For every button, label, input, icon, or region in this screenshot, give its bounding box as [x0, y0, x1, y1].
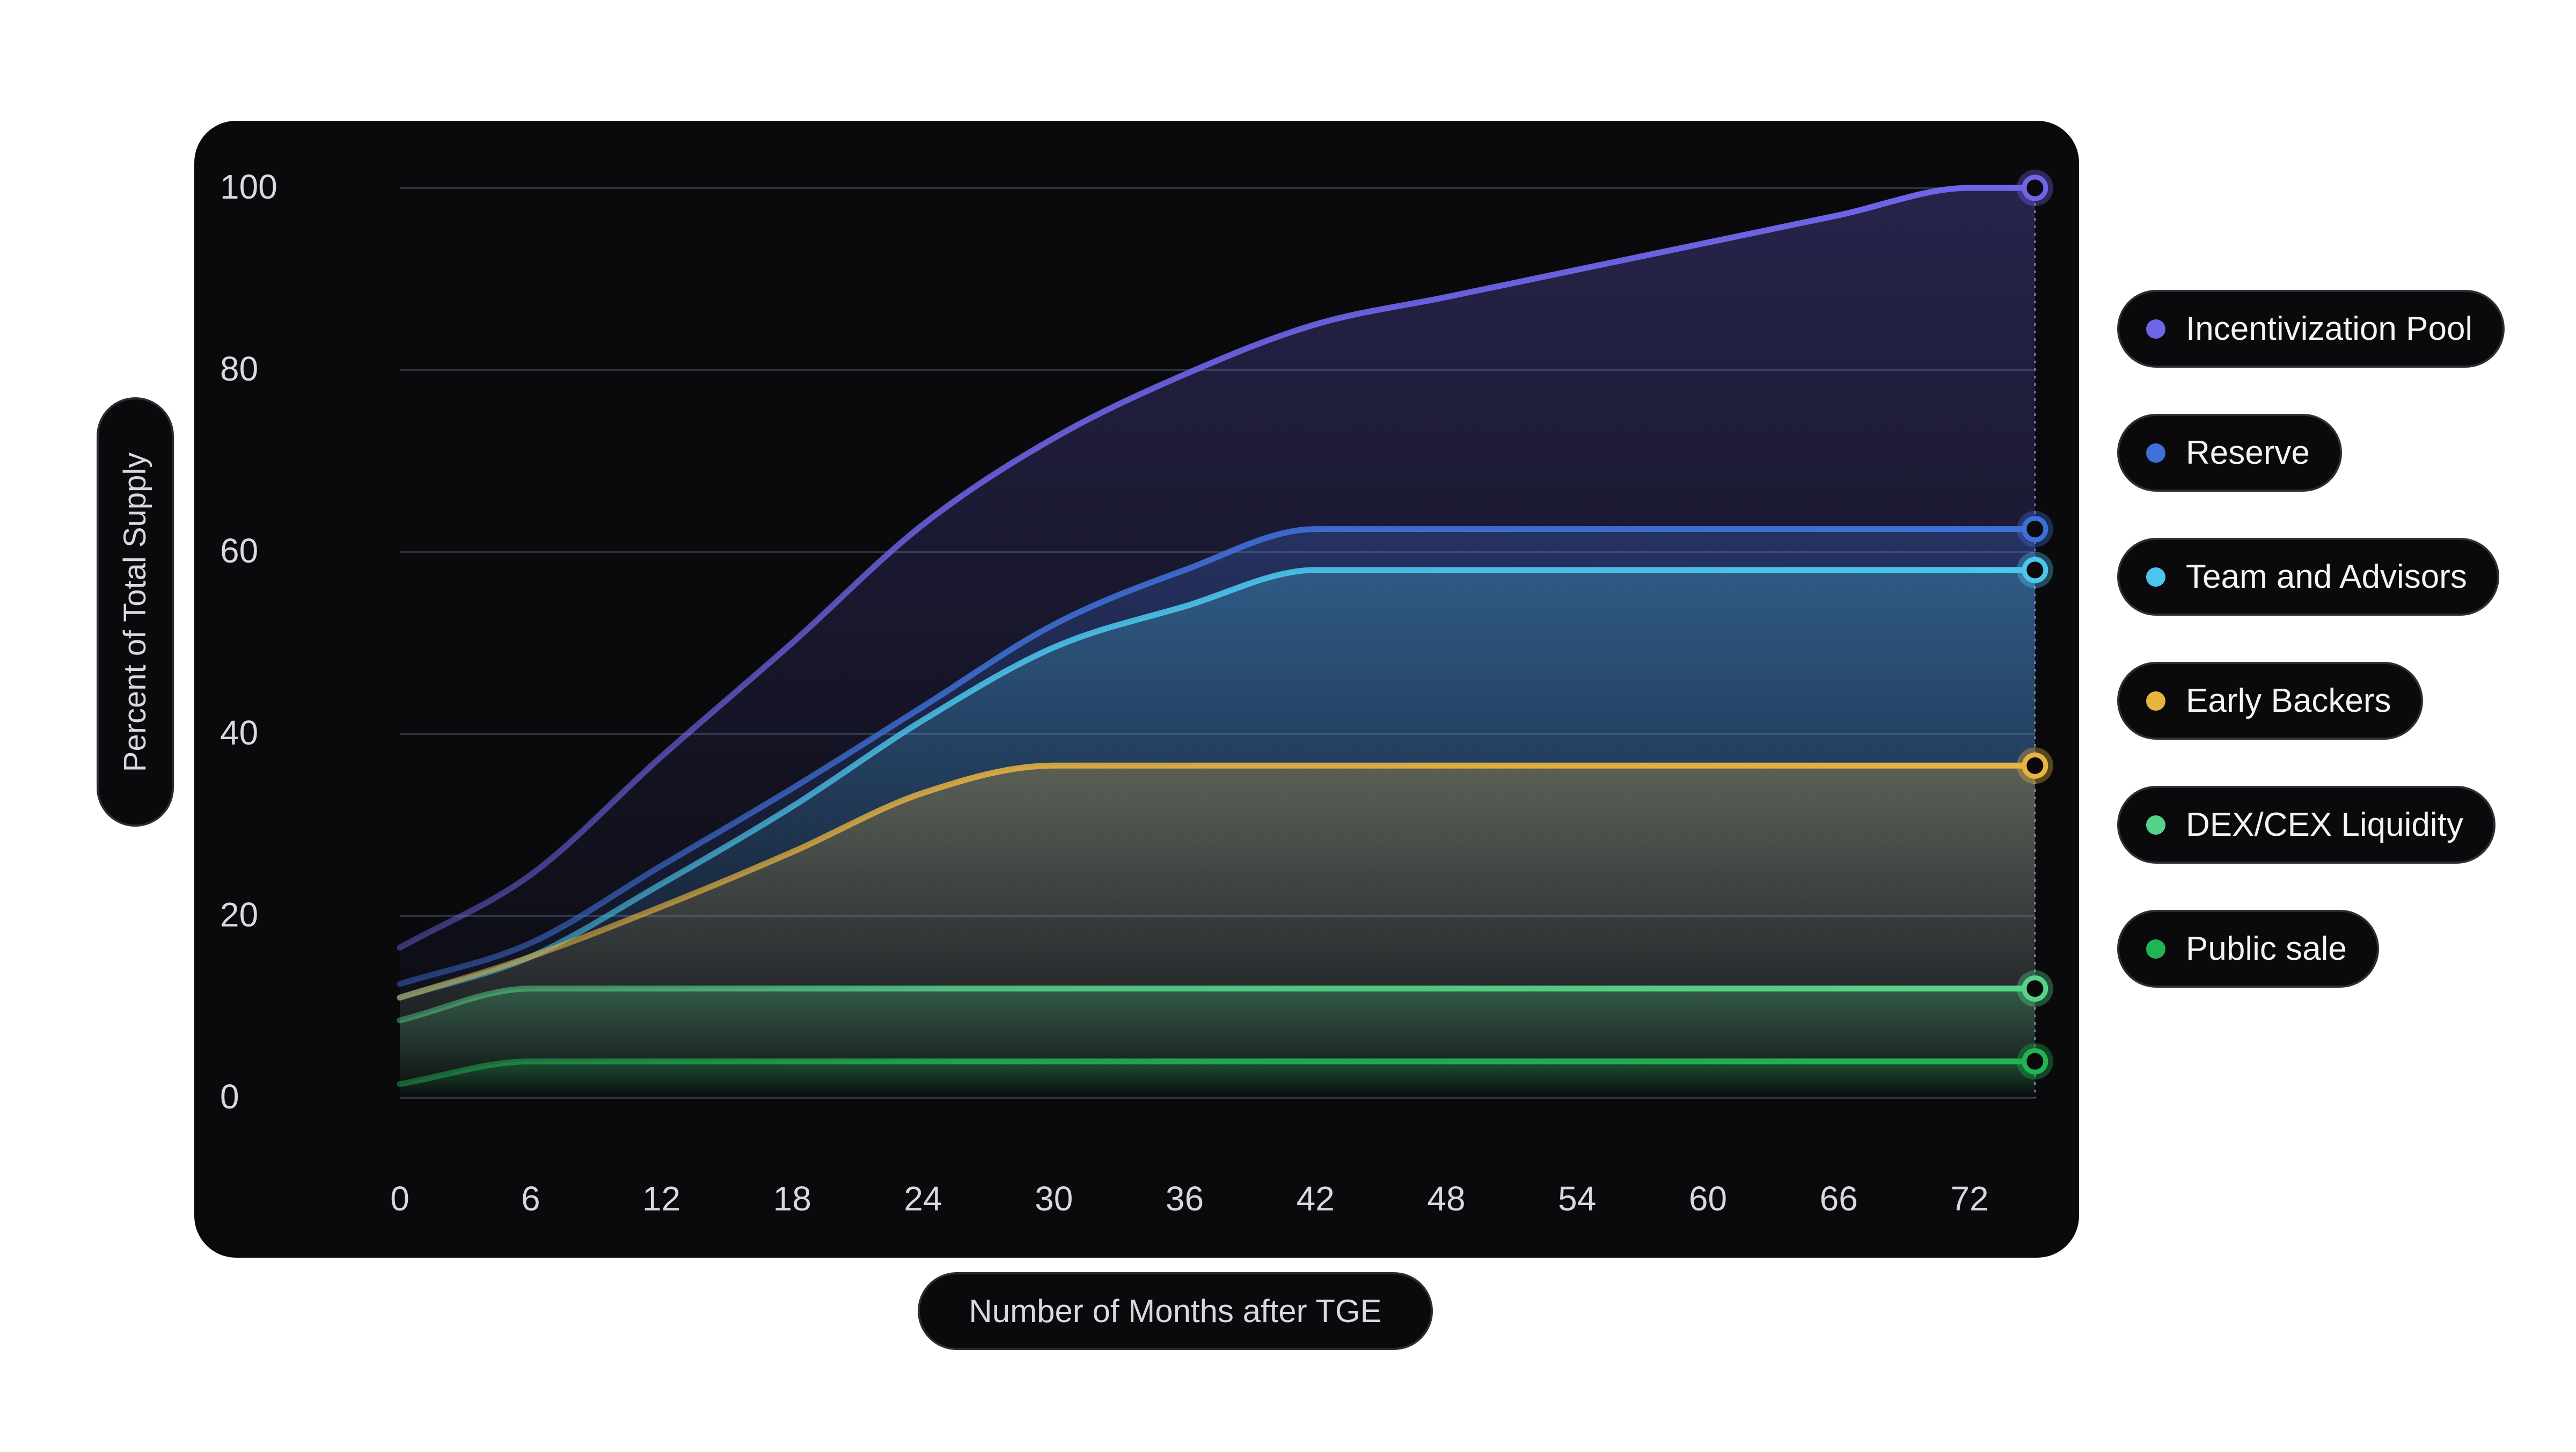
legend-label: Incentivization Pool	[2186, 310, 2473, 347]
series-lines	[397, 185, 2038, 1088]
line-early-backers	[397, 762, 2038, 1001]
area-fills	[400, 188, 2035, 1098]
x-tick-label: 60	[1689, 1179, 1727, 1218]
y-tick-label: 20	[220, 895, 258, 934]
line-reserve	[397, 526, 2038, 987]
legend-swatch	[2146, 939, 2165, 959]
legend-item-dex-cex-liquidity[interactable]: DEX/CEX Liquidity	[2117, 786, 2496, 864]
legend-item-reserve[interactable]: Reserve	[2117, 414, 2342, 492]
end-marker	[2022, 752, 2048, 779]
legend-swatch	[2146, 815, 2165, 835]
legend-label: Team and Advisors	[2186, 558, 2467, 595]
line-incentivization-pool	[397, 185, 2038, 951]
end-marker	[2022, 975, 2048, 1002]
end-marker	[2022, 557, 2048, 583]
y-tick-label: 0	[220, 1077, 239, 1116]
x-axis-label: Number of Months after TGE	[918, 1272, 1433, 1350]
line-public-sale	[397, 1058, 2038, 1088]
x-tick-label: 36	[1166, 1179, 1204, 1218]
area-public-sale	[400, 1061, 2035, 1098]
line-dex-cex-liquidity	[397, 986, 2038, 1024]
x-tick-label: 42	[1297, 1179, 1335, 1218]
x-tick-label: 48	[1427, 1179, 1465, 1218]
y-tick-label: 60	[220, 531, 258, 570]
y-axis-label: Percent of Total Supply	[97, 397, 174, 827]
y-tick-label: 100	[220, 167, 277, 206]
x-tick-label: 0	[390, 1179, 409, 1218]
legend-item-public-sale[interactable]: Public sale	[2117, 910, 2379, 988]
legend-swatch	[2146, 567, 2165, 587]
end-marker	[2022, 516, 2048, 543]
y-axis-label-text: Percent of Total Supply	[118, 452, 153, 772]
x-tick-label: 6	[521, 1179, 540, 1218]
legend-label: Reserve	[2186, 434, 2310, 471]
y-tick-label: 40	[220, 713, 258, 752]
legend-item-early-backers[interactable]: Early Backers	[2117, 662, 2424, 740]
x-tick-label: 54	[1558, 1179, 1596, 1218]
x-tick-label: 18	[773, 1179, 811, 1218]
legend-item-incentivization-pool[interactable]: Incentivization Pool	[2117, 290, 2505, 368]
x-tick-label: 72	[1950, 1179, 1988, 1218]
legend-label: Early Backers	[2186, 682, 2391, 719]
x-tick-label: 24	[904, 1179, 942, 1218]
legend-label: DEX/CEX Liquidity	[2186, 806, 2463, 843]
x-tick-label: 66	[1820, 1179, 1858, 1218]
legend-swatch	[2146, 443, 2165, 463]
legend-label: Public sale	[2186, 930, 2347, 967]
tick-labels: 0 20 40 60 80 100 0 6 12 18 24 30 36 42 48 54 60 66 72	[220, 167, 1989, 1218]
end-marker	[2022, 1048, 2048, 1075]
y-tick-label: 80	[220, 349, 258, 388]
end-marker	[2022, 174, 2048, 201]
x-tick-label: 12	[642, 1179, 680, 1218]
x-tick-label: 30	[1035, 1179, 1073, 1218]
legend-swatch	[2146, 319, 2165, 339]
end-markers	[2016, 170, 2053, 1080]
legend-swatch	[2146, 691, 2165, 711]
line-team-and-advisors	[397, 567, 2038, 1001]
legend-item-team-and-advisors[interactable]: Team and Advisors	[2117, 538, 2499, 616]
